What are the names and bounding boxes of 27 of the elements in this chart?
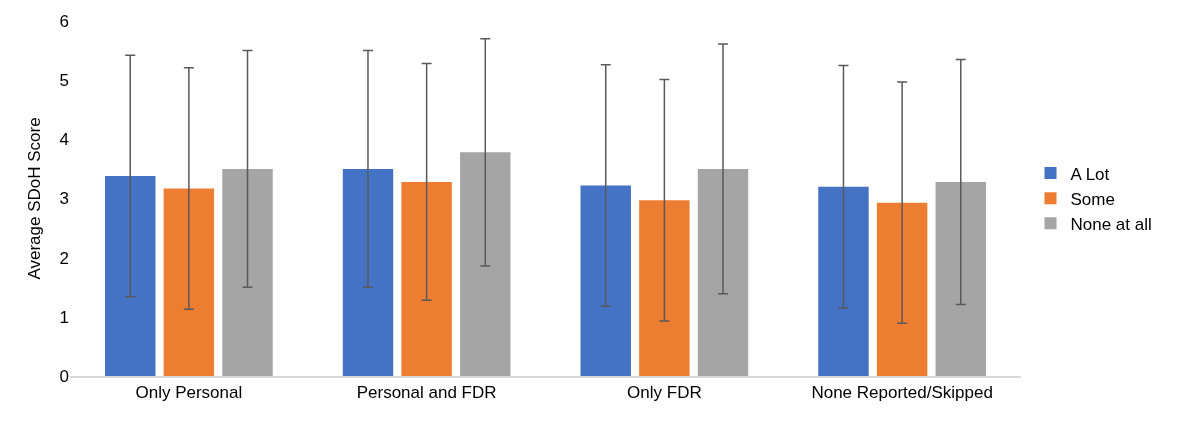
y-tick-label: 2: [59, 248, 69, 268]
y-tick-label: 0: [59, 366, 69, 386]
bar: [163, 188, 215, 376]
x-tick-label: Personal and FDR: [356, 383, 497, 403]
bar: [876, 202, 928, 376]
bar: [460, 152, 511, 376]
legend-label: Some: [1070, 189, 1115, 209]
bar: [401, 181, 452, 376]
bar: [222, 168, 273, 376]
y-tick-label: 3: [59, 189, 69, 209]
y-tick-label: 1: [59, 307, 69, 327]
bar: [935, 181, 986, 376]
bar: [697, 168, 749, 376]
y-tick-label: 5: [59, 71, 69, 91]
bar: [105, 176, 156, 376]
bar: [342, 168, 394, 376]
x-tick-label: Only Personal: [135, 383, 243, 403]
x-tick-label: Only FDR: [627, 383, 702, 403]
y-tick-label: 4: [59, 130, 69, 150]
bar: [639, 200, 690, 376]
x-tick-label: None Reported/Skipped: [811, 383, 993, 403]
y-tick-label: 6: [59, 11, 69, 31]
bar: [580, 185, 631, 376]
bar: [818, 186, 869, 376]
legend-label: A Lot: [1070, 164, 1110, 184]
y-axis-title: Average SDoH Score: [25, 117, 45, 280]
legend-label: None at all: [1070, 214, 1152, 234]
